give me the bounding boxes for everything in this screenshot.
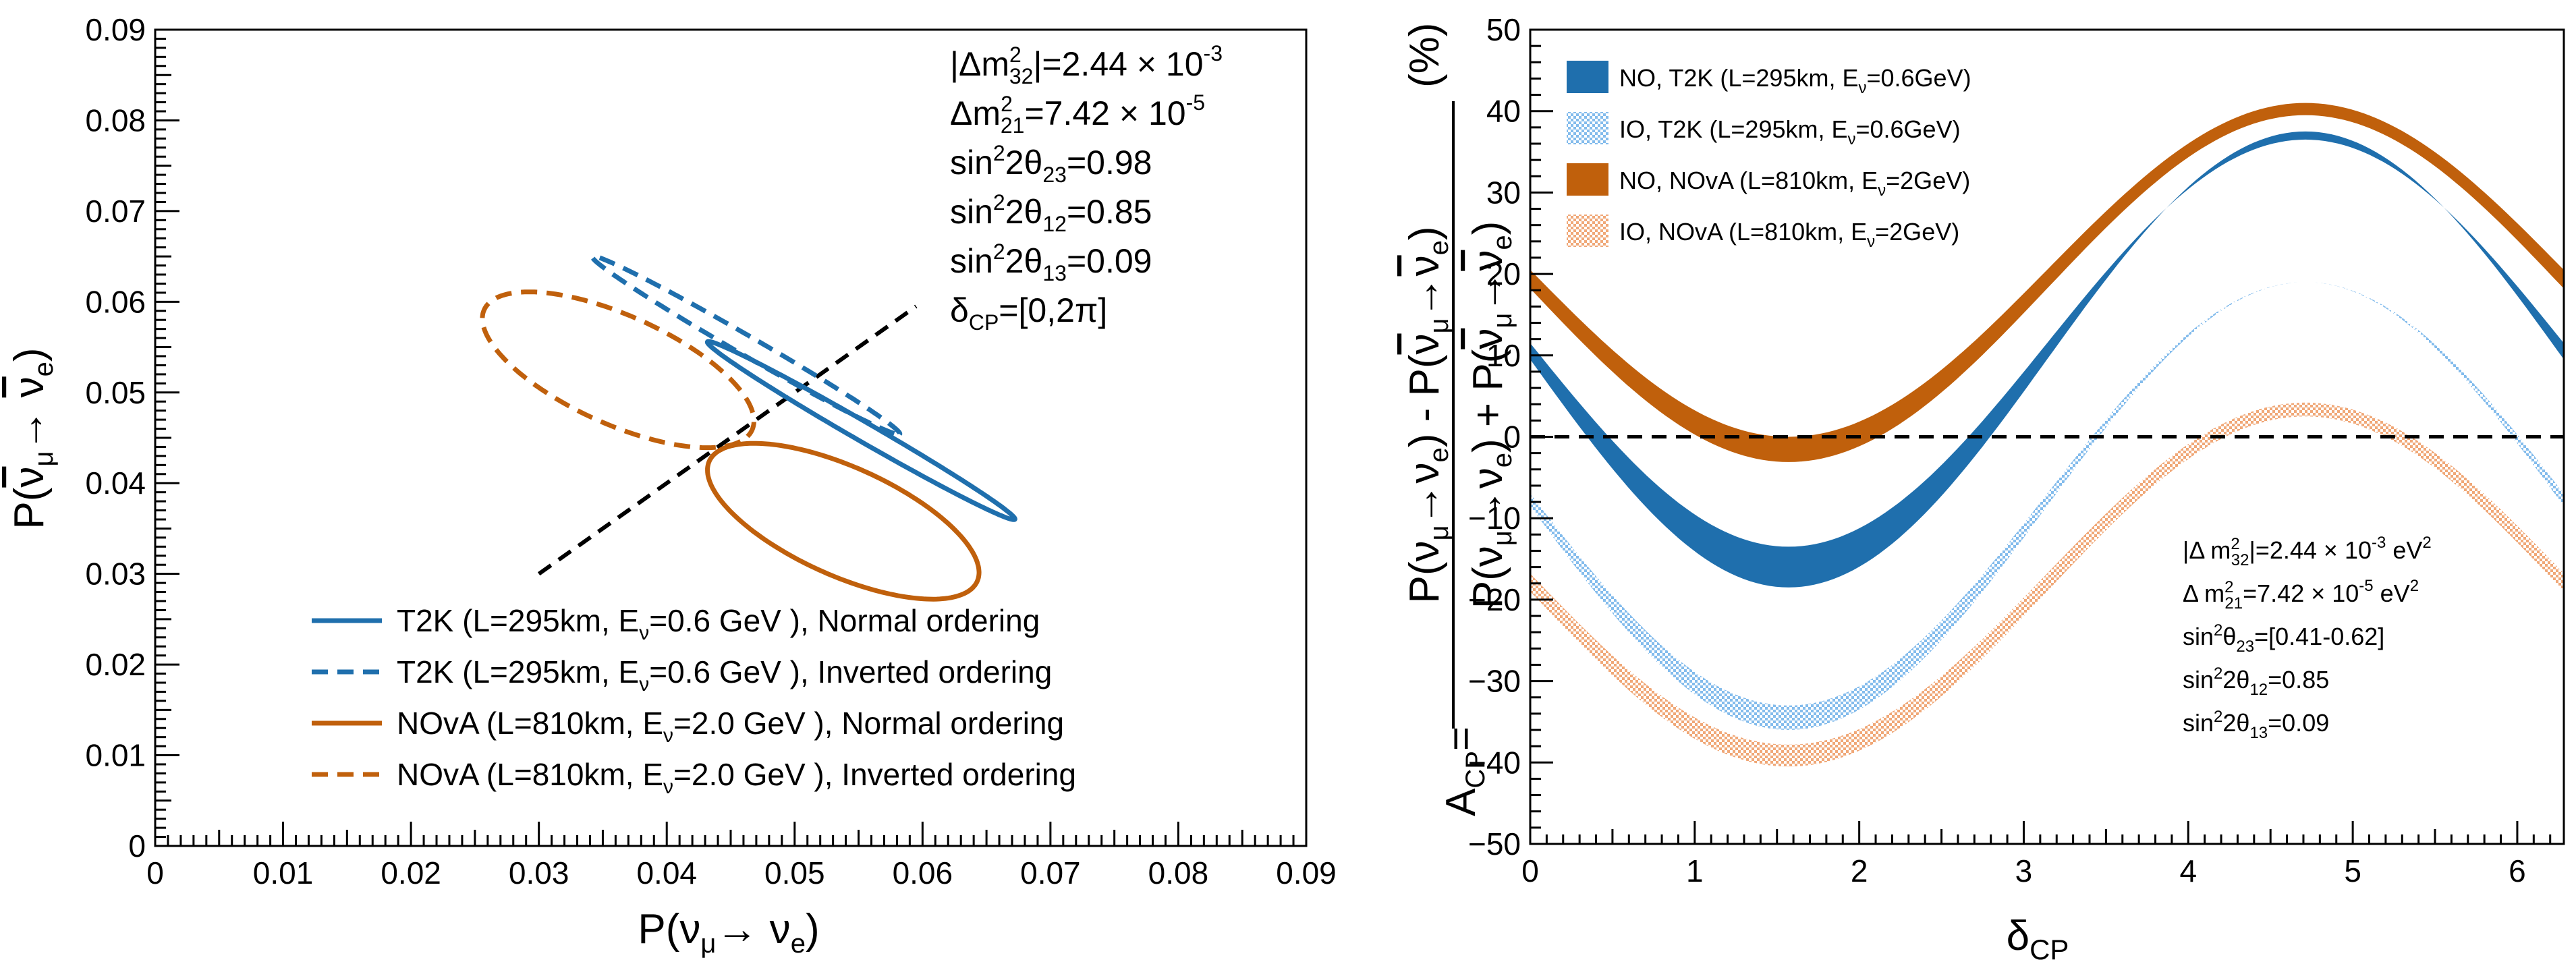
right-legend-label: NO, T2K (L=295km, Eν=0.6GeV) — [1619, 64, 1971, 97]
right-x-tick-label: 1 — [1686, 853, 1704, 888]
left-param-text: Δm2 21=7.42 × 10-5 — [950, 90, 1205, 138]
right-legend-label: IO, T2K (L=295km, Eν=0.6GeV) — [1619, 115, 1961, 148]
acp-percent: (%) — [1401, 23, 1448, 88]
left-legend-label: T2K (L=295km, Eν=0.6 GeV ), Inverted ord… — [397, 654, 1052, 696]
left-x-tick-label: 0.03 — [509, 855, 569, 890]
left-x-tick-label: 0.09 — [1276, 855, 1337, 890]
right-legend-swatch — [1567, 112, 1608, 144]
left-y-tick-label: 0.03 — [85, 557, 146, 592]
left-param-text: sin22θ12=0.85 — [950, 190, 1152, 236]
right-legend-label: IO, NOvA (L=810km, Eν=2GeV) — [1619, 218, 1959, 251]
left-legend-label: NOvA (L=810km, Eν=2.0 GeV ), Normal orde… — [397, 706, 1064, 747]
right-param-text: sin22θ12=0.85 — [2183, 664, 2329, 699]
left-curve-t2k-no — [704, 339, 1017, 522]
acp-label: ACP= — [1438, 727, 1490, 816]
right-param-text: Δ m2 21=7.42 × 10-5 eV2 — [2183, 577, 2419, 613]
left-curve-nova-io — [480, 289, 756, 451]
right-legend-label: NO, NOvA (L=810km, Eν=2GeV) — [1619, 167, 1970, 200]
left-curve-nova-no — [705, 441, 982, 602]
right-x-tick-label: 4 — [2180, 853, 2197, 888]
left-diagonal-line — [537, 304, 918, 576]
right-x-tick-label: 5 — [2344, 853, 2361, 888]
left-chart: 0 0.01 0.02 0.03 0.04 0.05 0.06 0.07 0.08 0.09 0 0.… — [6, 12, 1337, 959]
left-x-tick-label: 0.05 — [764, 855, 825, 890]
left-param-text: sin22θ13=0.09 — [950, 239, 1152, 285]
right-y-tick-label: 30 — [1486, 175, 1521, 210]
right-y-axis-label: ACP= P(νμ→νe) - P(νμ→νe)P(νμ→νe) + P(νμ→ν… — [1401, 23, 1517, 816]
left-y-tick-label: 0.06 — [85, 284, 146, 319]
left-axis-ticks: 0 0.01 0.02 0.03 0.04 0.05 0.06 0.07 0.08 0.09 0 0.… — [85, 12, 1336, 890]
right-legend-swatch — [1567, 61, 1608, 93]
left-x-tick-label: 0.01 — [253, 855, 314, 890]
left-y-tick-label: 0.08 — [85, 103, 146, 138]
right-band-io-nova — [1530, 402, 2564, 767]
right-y-tick-label: −10 — [1468, 501, 1521, 536]
left-legend-label: NOvA (L=810km, Eν=2.0 GeV ), Inverted or… — [397, 757, 1076, 798]
left-x-tick-label: 0.06 — [893, 855, 953, 890]
right-x-tick-label: 6 — [2509, 853, 2526, 888]
left-y-tick-label: 0.04 — [85, 465, 146, 501]
left-y-tick-label: 0.01 — [85, 738, 146, 773]
right-y-tick-label: 10 — [1486, 338, 1521, 373]
right-band-io-t2k — [1530, 282, 2564, 730]
left-y-tick-label: 0.07 — [85, 194, 146, 229]
right-param-text: sin2θ23=[0.41-0.62] — [2183, 621, 2384, 656]
left-x-axis-label: P(νμ→ νe) — [638, 906, 819, 959]
left-param-text: sin22θ23=0.98 — [950, 141, 1152, 187]
right-band-no-nova — [1530, 103, 2564, 462]
left-x-tick-label: 0 — [146, 855, 164, 890]
left-x-tick-label: 0.08 — [1148, 855, 1209, 890]
right-y-tick-label: −50 — [1468, 826, 1521, 861]
right-bands — [1530, 103, 2564, 767]
right-y-tick-label: 20 — [1486, 256, 1521, 291]
right-legend-swatch — [1567, 215, 1608, 247]
right-param-text: sin22θ13=0.09 — [2183, 708, 2329, 742]
left-param-text: |Δm2 32|=2.44 × 10-3 — [950, 41, 1223, 88]
right-x-tick-label: 3 — [2015, 853, 2033, 888]
right-y-tick-label: −40 — [1468, 745, 1521, 780]
left-x-tick-label: 0.04 — [636, 855, 697, 890]
right-x-tick-label: 0 — [1521, 853, 1539, 888]
left-y-tick-label: 0.02 — [85, 647, 146, 682]
right-chart: 0 1 2 3 4 5 6 −50 −40 −30 −20 −10 0 10 20 30 40 50 NO, T2… — [1401, 12, 2565, 964]
left-legend-label: T2K (L=295km, Eν=0.6 GeV ), Normal order… — [397, 603, 1040, 644]
right-band-no-t2k — [1530, 131, 2564, 588]
left-y-axis-label: P(νμ→ νe) — [6, 347, 59, 529]
left-x-tick-label: 0.02 — [381, 855, 441, 890]
right-y-tick-label: −20 — [1468, 582, 1521, 617]
right-x-axis-label: δCP — [2007, 913, 2069, 964]
left-y-tick-label: 0 — [128, 828, 146, 863]
right-x-tick-label: 2 — [1851, 853, 1868, 888]
left-curve-t2k-io — [590, 254, 903, 437]
right-legend-swatch — [1567, 163, 1608, 196]
right-y-tick-label: 50 — [1486, 12, 1521, 47]
right-y-tick-label: 0 — [1503, 420, 1521, 455]
left-x-tick-label: 0.07 — [1020, 855, 1081, 890]
right-y-tick-label: −30 — [1468, 664, 1521, 699]
right-axis-ticks: 0 1 2 3 4 5 6 −50 −40 −30 −20 −10 0 10 20 30 40 50 — [1468, 12, 2552, 888]
acp-numerator: P(νμ→νe) - P(νμ→νe) — [1401, 227, 1454, 604]
right-legend: NO, T2K (L=295km, Eν=0.6GeV) IO, T2K (L=2… — [1567, 61, 1971, 251]
left-curves — [480, 254, 1017, 602]
right-parameters-box: |Δ m2 32|=2.44 × 10-3 eV2 Δ m2 21=7.42 × 10… — [2183, 534, 2432, 742]
left-legend: T2K (L=295km, Eν=0.6 GeV ), Normal order… — [312, 603, 1076, 798]
left-param-text: δCP=[0,2π] — [950, 291, 1107, 335]
right-y-tick-label: 40 — [1486, 94, 1521, 129]
left-y-tick-label: 0.09 — [85, 12, 146, 47]
right-param-text: |Δ m2 32|=2.44 × 10-3 eV2 — [2183, 534, 2432, 569]
acp-denominator: P(νμ→νe) + P(νμ→νe) — [1465, 221, 1517, 609]
left-y-tick-label: 0.05 — [85, 375, 146, 410]
